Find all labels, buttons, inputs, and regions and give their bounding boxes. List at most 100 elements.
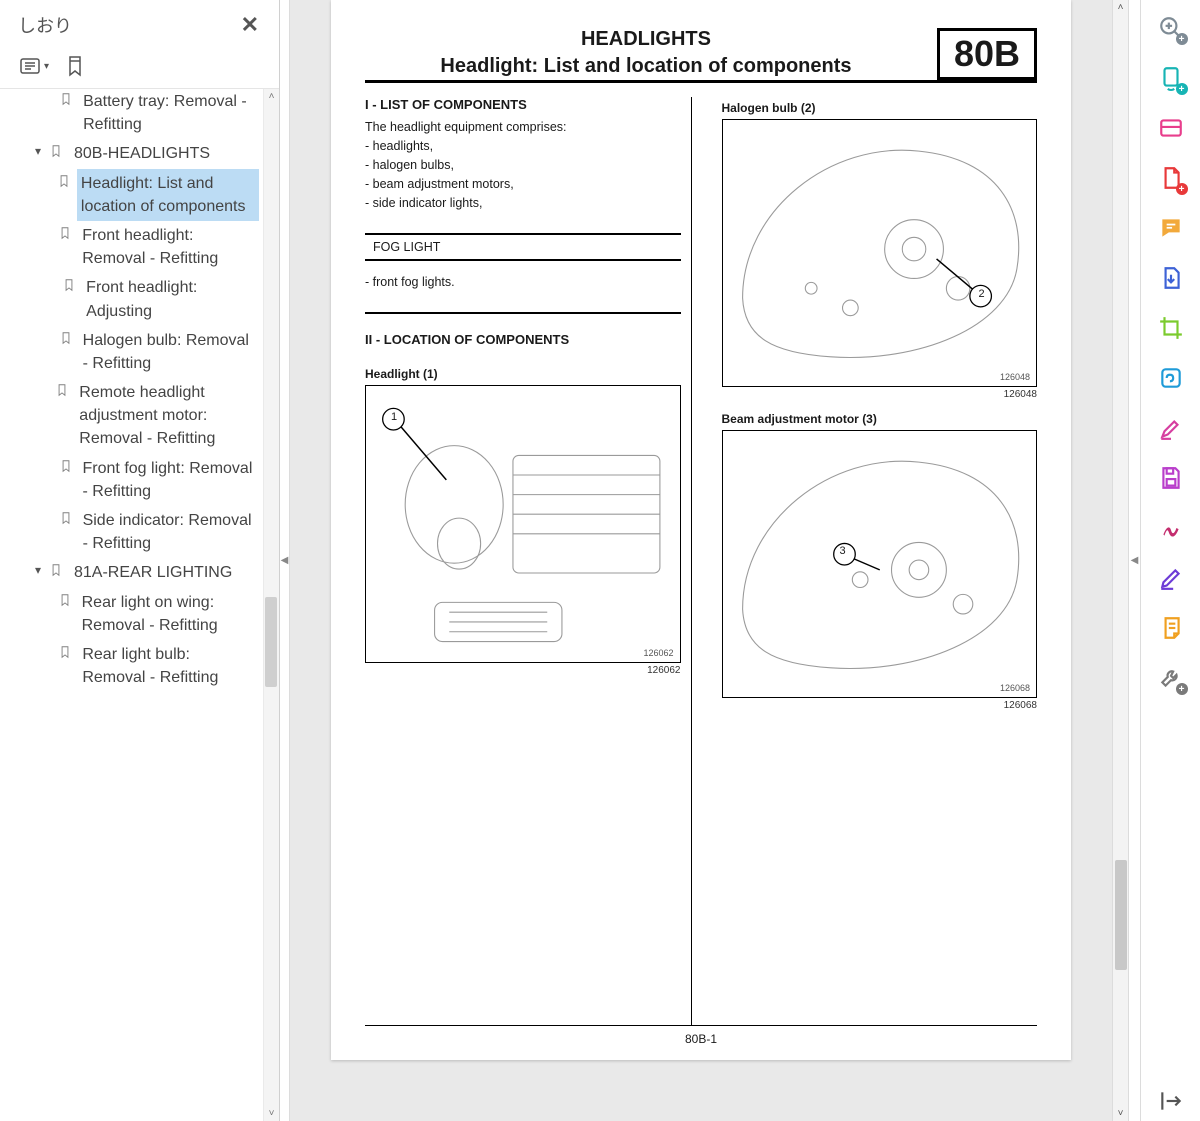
rail-resize-handle[interactable]: ◀ [1128, 0, 1140, 1121]
bookmark-icon [59, 89, 73, 109]
bookmark-icon [59, 326, 73, 348]
outline-item[interactable]: Battery tray: Removal - Refitting [0, 89, 259, 139]
fog-light-box: FOG LIGHT [365, 233, 681, 261]
scroll-down-icon[interactable]: ˅ [264, 1108, 279, 1119]
outline-item[interactable]: Side indicator: Removal - Refitting [0, 506, 259, 558]
fig3-box: 3 126068 [722, 430, 1038, 698]
outline-item[interactable]: Halogen bulb: Removal - Refitting [0, 326, 259, 378]
doc-section-code: 80B [937, 28, 1037, 80]
outline-item[interactable]: Rear light bulb: Removal - Refitting [0, 640, 259, 692]
chevron-left-icon: ◀ [1131, 555, 1139, 566]
disclosure-icon[interactable] [46, 89, 55, 91]
bullet-0: - headlights, [365, 139, 681, 153]
outline-item-label: Halogen bulb: Removal - Refitting [79, 326, 259, 378]
fig2-label: Halogen bulb (2) [722, 101, 1038, 115]
outline-item[interactable]: Front headlight: Adjusting [0, 273, 259, 325]
disclosure-icon[interactable] [46, 326, 55, 330]
outline-scroll: Battery tray: Removal - Refitting▾80B-HE… [0, 89, 279, 1121]
outline-item-label: Front headlight: Adjusting [82, 273, 259, 325]
sidebar-scrollbar[interactable]: ˄ ˅ [263, 89, 279, 1121]
close-icon[interactable]: ✕ [235, 10, 265, 40]
divider [365, 312, 681, 314]
fig1-label: Headlight (1) [365, 367, 681, 381]
outline-item[interactable]: Rear light on wing: Removal - Refitting [0, 588, 259, 640]
pdf-export-icon[interactable]: + [1157, 164, 1185, 192]
outline-item[interactable]: Headlight: List and location of componen… [0, 169, 259, 221]
fig2-box: 2 126048 [722, 119, 1038, 387]
disclosure-icon[interactable] [46, 454, 55, 458]
split-view-icon[interactable] [1157, 114, 1185, 142]
outline-item-label: Remote headlight adjustment motor: Remov… [75, 378, 259, 454]
disclosure-icon[interactable]: ▾ [32, 558, 44, 579]
bullet-3: - side indicator lights, [365, 196, 681, 210]
save-icon[interactable] [1157, 464, 1185, 492]
page-wrap[interactable]: HEADLIGHTS Headlight: List and location … [290, 0, 1112, 1121]
sidebar-scroll-thumb[interactable] [265, 597, 277, 687]
outline-item-label: Battery tray: Removal - Refitting [79, 89, 259, 139]
main-scroll-up-icon[interactable]: ˄ [1113, 2, 1128, 13]
download-page-icon[interactable] [1157, 264, 1185, 292]
doc-col-right: Halogen bulb (2) 2 126048 [716, 97, 1038, 1025]
sidebar-header: しおり ✕ [0, 0, 279, 48]
doc-title-1: HEADLIGHTS [365, 28, 927, 51]
section1-heading: I - LIST OF COMPONENTS [365, 97, 681, 112]
outline-item[interactable]: Front fog light: Removal - Refitting [0, 454, 259, 506]
fig3-label: Beam adjustment motor (3) [722, 412, 1038, 426]
edit-pen-icon[interactable] [1157, 564, 1185, 592]
sign-icon[interactable] [1157, 514, 1185, 542]
outline-options-icon[interactable]: ▾ [18, 54, 49, 78]
disclosure-icon[interactable] [46, 378, 51, 382]
main-scroll-thumb[interactable] [1115, 860, 1127, 970]
bookmark-icon [58, 588, 72, 610]
outline-item[interactable]: ▾80B-HEADLIGHTS [0, 139, 259, 168]
comment-icon[interactable] [1157, 214, 1185, 242]
ocr-icon[interactable] [1157, 364, 1185, 392]
outline-item-label: Front headlight: Removal - Refitting [78, 221, 259, 273]
outline-item-label: Side indicator: Removal - Refitting [79, 506, 259, 558]
crop-icon[interactable] [1157, 314, 1185, 342]
outline-item[interactable]: ▾ 81A-REAR LIGHTING [0, 558, 259, 587]
disclosure-icon[interactable] [46, 588, 54, 592]
section2-heading: II - LOCATION OF COMPONENTS [365, 332, 681, 347]
bookmark-icon [58, 640, 72, 662]
sidebar-resize-handle[interactable]: ◀ [280, 0, 290, 1121]
fog-line: - front fog lights. [365, 275, 681, 289]
app-root: しおり ✕ ▾ Battery tray: Removal - Refittin… [0, 0, 1200, 1121]
highlight-icon[interactable] [1157, 414, 1185, 442]
main-scroll-down-icon[interactable]: ˅ [1113, 1108, 1128, 1119]
intro-text: The headlight equipment comprises: [365, 120, 681, 134]
pdf-page: HEADLIGHTS Headlight: List and location … [331, 0, 1071, 1060]
plus-badge: + [1176, 683, 1188, 695]
tools-icon[interactable]: + [1157, 664, 1185, 692]
disclosure-icon[interactable] [46, 273, 57, 277]
bookmark-icon [59, 506, 73, 528]
disclosure-icon[interactable] [46, 640, 54, 644]
disclosure-icon[interactable] [46, 221, 54, 225]
disclosure-icon[interactable] [46, 506, 55, 510]
fig2-numin: 126048 [1000, 372, 1030, 382]
fig3-numout: 126068 [722, 700, 1038, 711]
document-viewport: HEADLIGHTS Headlight: List and location … [290, 0, 1128, 1121]
doc-header: HEADLIGHTS Headlight: List and location … [365, 28, 1037, 83]
fig2-numout: 126048 [722, 389, 1038, 400]
plus-badge: + [1176, 83, 1188, 95]
outline-item[interactable]: Remote headlight adjustment motor: Remov… [0, 378, 259, 454]
disclosure-icon[interactable] [46, 169, 53, 173]
bullet-1: - halogen bulbs, [365, 158, 681, 172]
main-scrollbar[interactable]: ˄ ˅ [1112, 0, 1128, 1121]
note-icon[interactable] [1157, 614, 1185, 642]
outline-tree: Battery tray: Removal - Refitting▾80B-HE… [0, 89, 279, 692]
outline-item[interactable]: Front headlight: Removal - Refitting [0, 221, 259, 273]
tool-rail: + + + + [1140, 0, 1200, 1121]
outline-item-label: 81A-REAR LIGHTING [70, 558, 259, 587]
scroll-up-icon[interactable]: ˄ [264, 91, 279, 102]
page-rotate-icon[interactable]: + [1157, 64, 1185, 92]
zoom-icon[interactable]: + [1157, 14, 1185, 42]
outline-item-label: Headlight: List and location of componen… [77, 169, 259, 221]
bookmark-icon [61, 273, 76, 295]
bookmark-icon [59, 454, 73, 476]
doc-header-text: HEADLIGHTS Headlight: List and location … [365, 28, 927, 80]
bookmark-settings-icon[interactable] [63, 54, 87, 78]
rail-collapse-icon[interactable] [1157, 1093, 1185, 1121]
disclosure-icon[interactable]: ▾ [32, 139, 44, 160]
